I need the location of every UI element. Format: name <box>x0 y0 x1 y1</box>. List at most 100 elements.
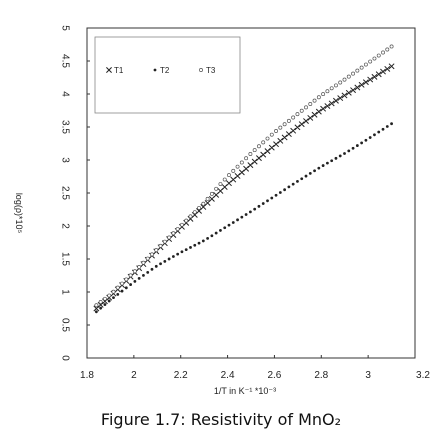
data-point-T2 <box>112 296 115 299</box>
legend-box <box>94 36 241 114</box>
data-point-T3 <box>145 256 150 261</box>
data-point-T1 <box>375 71 382 78</box>
y-tick-label: 4.5 <box>59 54 70 68</box>
data-point-T3 <box>286 118 291 123</box>
data-point-T3 <box>158 243 163 248</box>
data-point-T1 <box>371 73 378 80</box>
data-point-T3 <box>167 235 172 240</box>
y-tick-label: 0.5 <box>59 318 70 332</box>
data-point-T2 <box>355 144 359 147</box>
data-point-T3 <box>231 168 236 173</box>
data-point-T2 <box>321 164 325 167</box>
data-point-T2 <box>146 270 150 274</box>
y-tick-label: 2.5 <box>59 186 70 200</box>
x-tick-label: 2.2 <box>174 370 188 381</box>
data-point-T1 <box>341 92 348 99</box>
data-point-T3 <box>171 231 176 236</box>
data-point-T1 <box>388 63 395 70</box>
data-point-T2 <box>325 161 329 165</box>
data-point-T3 <box>128 273 133 278</box>
data-point-T2 <box>129 283 132 286</box>
data-point-T1 <box>264 148 271 155</box>
data-point-T2 <box>116 292 120 296</box>
data-point-T2 <box>99 306 103 310</box>
data-point-T3 <box>111 289 116 294</box>
data-point-T3 <box>359 65 364 70</box>
data-point-T3 <box>205 196 210 201</box>
data-point-T3 <box>368 59 373 64</box>
data-point-T2 <box>142 273 145 277</box>
data-point-T2 <box>133 279 137 283</box>
legend-label-T2: T2 <box>160 66 170 75</box>
data-point-T2 <box>300 177 304 181</box>
data-point-T3 <box>188 214 193 219</box>
data-point-T2 <box>287 185 291 189</box>
x-tick-label: 3 <box>365 370 371 381</box>
data-point-T1 <box>358 81 365 88</box>
data-point-T1 <box>268 144 275 151</box>
data-point-T1 <box>380 68 386 75</box>
data-point-T1 <box>303 118 309 124</box>
data-point-T3 <box>325 89 330 94</box>
data-point-T2 <box>120 289 124 293</box>
x-tick-label: 2 <box>131 370 137 381</box>
data-point-T3 <box>299 108 304 113</box>
data-point-T2 <box>270 196 274 200</box>
data-point-T3 <box>385 47 390 52</box>
data-point-T3 <box>184 218 189 223</box>
data-point-T3 <box>141 260 146 265</box>
data-point-T3 <box>222 177 227 182</box>
data-point-T2 <box>167 257 171 261</box>
data-point-T1 <box>345 89 352 96</box>
data-point-T3 <box>197 205 201 210</box>
y-tick-label: 0 <box>59 355 70 361</box>
data-point-T3 <box>150 252 154 257</box>
data-point-T3 <box>218 182 223 186</box>
x-tick-label: 2.8 <box>314 370 328 381</box>
data-point-T2 <box>231 221 235 224</box>
data-point-T2 <box>385 125 389 128</box>
data-point-T1 <box>307 114 314 121</box>
data-point-T3 <box>316 95 321 100</box>
data-point-T2 <box>364 138 368 142</box>
data-point-T1 <box>260 151 267 158</box>
data-point-T2 <box>219 229 222 232</box>
legend-marker-T1 <box>106 67 112 73</box>
data-point-T1 <box>324 103 331 110</box>
data-point-T3 <box>346 74 351 79</box>
data-point-T1 <box>362 79 369 86</box>
series-T2 <box>94 122 393 314</box>
data-point-T3 <box>295 112 300 117</box>
data-point-T3 <box>94 303 99 308</box>
data-point-T1 <box>311 111 318 118</box>
data-point-T3 <box>355 68 360 73</box>
data-point-T1 <box>251 158 258 165</box>
x-tick-label: 2.6 <box>267 370 281 381</box>
legend-marker-T2 <box>153 68 157 72</box>
data-point-T3 <box>227 173 231 178</box>
data-point-T3 <box>389 44 394 49</box>
data-point-T3 <box>304 105 308 110</box>
legend-marker-T3 <box>199 68 203 72</box>
data-point-T1 <box>298 121 305 128</box>
data-point-T3 <box>308 102 313 106</box>
data-point-T2 <box>180 250 184 254</box>
data-point-T2 <box>210 234 214 238</box>
data-point-T3 <box>376 53 381 58</box>
data-point-T1 <box>281 134 288 141</box>
data-point-T3 <box>334 83 338 88</box>
data-point-T2 <box>171 255 175 258</box>
data-point-T3 <box>351 71 356 76</box>
data-point-T3 <box>209 191 214 196</box>
data-point-T2 <box>313 169 316 173</box>
data-point-T3 <box>192 210 197 215</box>
data-point-T2 <box>390 122 393 126</box>
data-point-T2 <box>334 156 338 160</box>
data-point-T2 <box>94 310 98 314</box>
legend-label-T3: T3 <box>206 66 216 75</box>
data-point-T3 <box>115 285 120 290</box>
data-point-T2 <box>360 141 364 145</box>
series-T3 <box>94 44 394 308</box>
data-point-T2 <box>163 259 167 263</box>
